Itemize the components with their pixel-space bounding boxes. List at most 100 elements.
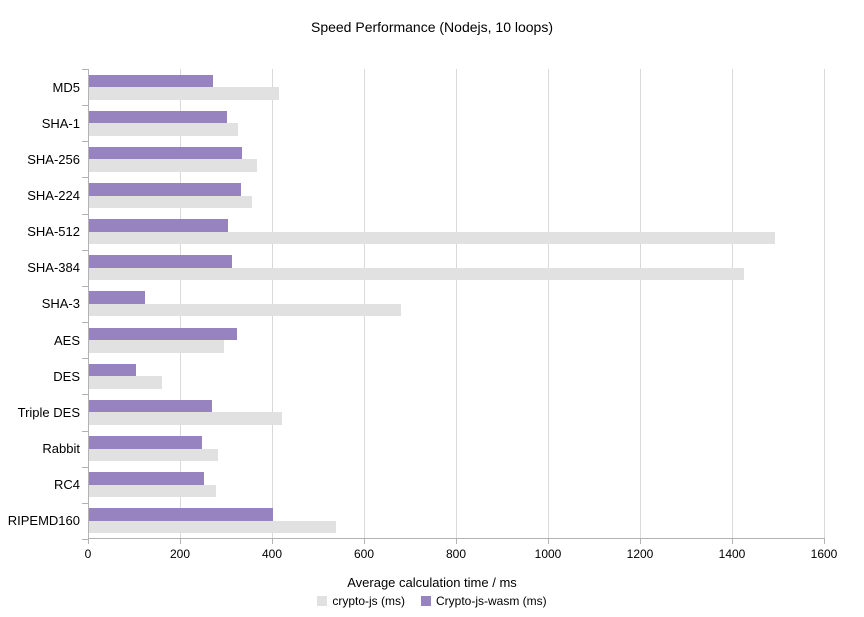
bar-Crypto-js-wasm (ms)-SHA-256 xyxy=(89,146,242,160)
gridline-800 xyxy=(455,69,457,539)
y-tick-boundary-7 xyxy=(82,321,88,323)
bar-Crypto-js-wasm (ms)-Triple DES xyxy=(89,399,212,413)
y-label-MD5: MD5 xyxy=(52,79,80,95)
y-label-DES: DES xyxy=(53,368,80,384)
x-tick-800 xyxy=(455,539,457,544)
x-tick-label-1200: 1200 xyxy=(626,547,654,561)
x-tick-1200 xyxy=(639,539,641,544)
x-tick-1400 xyxy=(731,539,733,544)
bar-crypto-js (ms)-SHA-1 xyxy=(89,123,238,136)
bar-crypto-js (ms)-Rabbit xyxy=(89,448,218,462)
bar-crypto-js (ms)-AES xyxy=(89,340,224,353)
x-tick-400 xyxy=(271,539,273,544)
bar-row-RC4 xyxy=(89,467,824,503)
y-tick-boundary-6 xyxy=(82,285,88,287)
bar-Crypto-js-wasm (ms)-RIPEMD160 xyxy=(89,508,273,521)
bar-row-SHA-512 xyxy=(89,214,824,250)
y-label-SHA-3: SHA-3 xyxy=(41,296,80,312)
y-label-SHA-224: SHA-224 xyxy=(27,188,80,204)
legend-label-crypto-js (ms): crypto-js (ms) xyxy=(332,594,405,608)
y-tick-boundary-8 xyxy=(82,357,88,359)
y-label-SHA-1: SHA-1 xyxy=(41,115,80,131)
y-tick-boundary-11 xyxy=(82,466,88,468)
y-tick-boundary-1 xyxy=(82,104,88,106)
bar-row-SHA-1 xyxy=(89,105,824,141)
gridline-1600 xyxy=(823,69,825,539)
gridline-1200 xyxy=(639,69,641,539)
bar-crypto-js (ms)-SHA-256 xyxy=(89,159,257,172)
y-axis-line xyxy=(88,69,89,539)
bar-row-Triple DES xyxy=(89,394,824,430)
y-label-AES: AES xyxy=(53,332,80,348)
y-tick-boundary-0 xyxy=(82,68,88,70)
bar-Crypto-js-wasm (ms)-SHA-3 xyxy=(89,291,145,304)
legend: crypto-js (ms) Crypto-js-wasm (ms) xyxy=(0,594,864,608)
legend-item-Crypto-js-wasm (ms): Crypto-js-wasm (ms) xyxy=(421,594,547,608)
bar-crypto-js (ms)-Triple DES xyxy=(89,412,282,425)
gridline-1400 xyxy=(731,69,733,539)
bar-crypto-js (ms)-RC4 xyxy=(89,484,217,498)
bar-Crypto-js-wasm (ms)-Rabbit xyxy=(89,436,202,449)
bar-row-SHA-3 xyxy=(89,286,824,322)
y-tick-boundary-9 xyxy=(82,393,88,395)
legend-swatch-Crypto-js-wasm (ms) xyxy=(421,596,431,606)
bar-row-Rabbit xyxy=(89,431,824,467)
y-label-SHA-256: SHA-256 xyxy=(27,151,80,167)
y-tick-boundary-10 xyxy=(82,430,88,432)
legend-item-crypto-js (ms): crypto-js (ms) xyxy=(317,594,405,608)
x-tick-1000 xyxy=(547,539,549,544)
bar-Crypto-js-wasm (ms)-SHA-512 xyxy=(89,219,228,232)
y-tick-boundary-13 xyxy=(82,538,88,540)
bar-crypto-js (ms)-SHA-384 xyxy=(89,267,744,281)
bar-crypto-js (ms)-RIPEMD160 xyxy=(89,520,336,534)
x-tick-label-0: 0 xyxy=(84,547,92,561)
y-tick-boundary-5 xyxy=(82,249,88,251)
x-tick-label-400: 400 xyxy=(261,547,283,561)
x-tick-600 xyxy=(363,539,365,544)
legend-swatch-crypto-js (ms) xyxy=(317,596,328,606)
x-tick-label-1000: 1000 xyxy=(534,547,562,561)
y-label-RIPEMD160: RIPEMD160 xyxy=(7,513,80,529)
gridline-1000 xyxy=(547,69,549,539)
bar-Crypto-js-wasm (ms)-SHA-384 xyxy=(89,255,232,268)
x-tick-label-1400: 1400 xyxy=(718,547,746,561)
bar-row-AES xyxy=(89,322,824,358)
bar-Crypto-js-wasm (ms)-SHA-224 xyxy=(89,183,241,196)
bar-row-SHA-224 xyxy=(89,177,824,213)
y-label-Rabbit: Rabbit xyxy=(42,441,80,457)
bar-Crypto-js-wasm (ms)-AES xyxy=(89,327,237,341)
x-axis-line xyxy=(88,538,825,539)
x-tick-1600 xyxy=(823,539,825,544)
bar-crypto-js (ms)-SHA-3 xyxy=(89,303,402,317)
y-tick-boundary-12 xyxy=(82,502,88,504)
x-tick-label-200: 200 xyxy=(169,547,191,561)
bar-crypto-js (ms)-MD5 xyxy=(89,87,279,100)
y-label-SHA-512: SHA-512 xyxy=(27,224,80,240)
y-label-Triple DES: Triple DES xyxy=(17,404,80,420)
bar-row-SHA-384 xyxy=(89,250,824,286)
x-tick-label-600: 600 xyxy=(353,547,375,561)
legend-label-Crypto-js-wasm (ms): Crypto-js-wasm (ms) xyxy=(436,594,547,608)
x-axis-title: Average calculation time / ms xyxy=(347,575,517,590)
bar-row-RIPEMD160 xyxy=(89,503,824,539)
x-tick-label-800: 800 xyxy=(445,547,467,561)
x-tick-label-1600: 1600 xyxy=(810,547,838,561)
x-tick-200 xyxy=(179,539,181,544)
plot-area: 0 200 400 600 800 1000 1200 1400 1600 xyxy=(82,68,837,561)
bar-Crypto-js-wasm (ms)-DES xyxy=(89,363,136,377)
y-label-SHA-384: SHA-384 xyxy=(27,260,80,276)
y-tick-boundary-2 xyxy=(82,140,88,142)
bar-row-DES xyxy=(89,358,824,394)
bar-Crypto-js-wasm (ms)-SHA-1 xyxy=(89,110,227,124)
bar-row-SHA-256 xyxy=(89,141,824,177)
y-tick-boundary-3 xyxy=(82,176,88,178)
bar-row-MD5 xyxy=(89,69,824,105)
bar-crypto-js (ms)-DES xyxy=(89,376,162,389)
x-tick-0 xyxy=(87,539,89,544)
y-tick-boundary-4 xyxy=(82,213,88,215)
bar-Crypto-js-wasm (ms)-MD5 xyxy=(89,74,214,88)
bar-crypto-js (ms)-SHA-224 xyxy=(89,195,253,209)
chart-title: Speed Performance (Nodejs, 10 loops) xyxy=(310,19,554,35)
y-label-RC4: RC4 xyxy=(53,477,80,493)
